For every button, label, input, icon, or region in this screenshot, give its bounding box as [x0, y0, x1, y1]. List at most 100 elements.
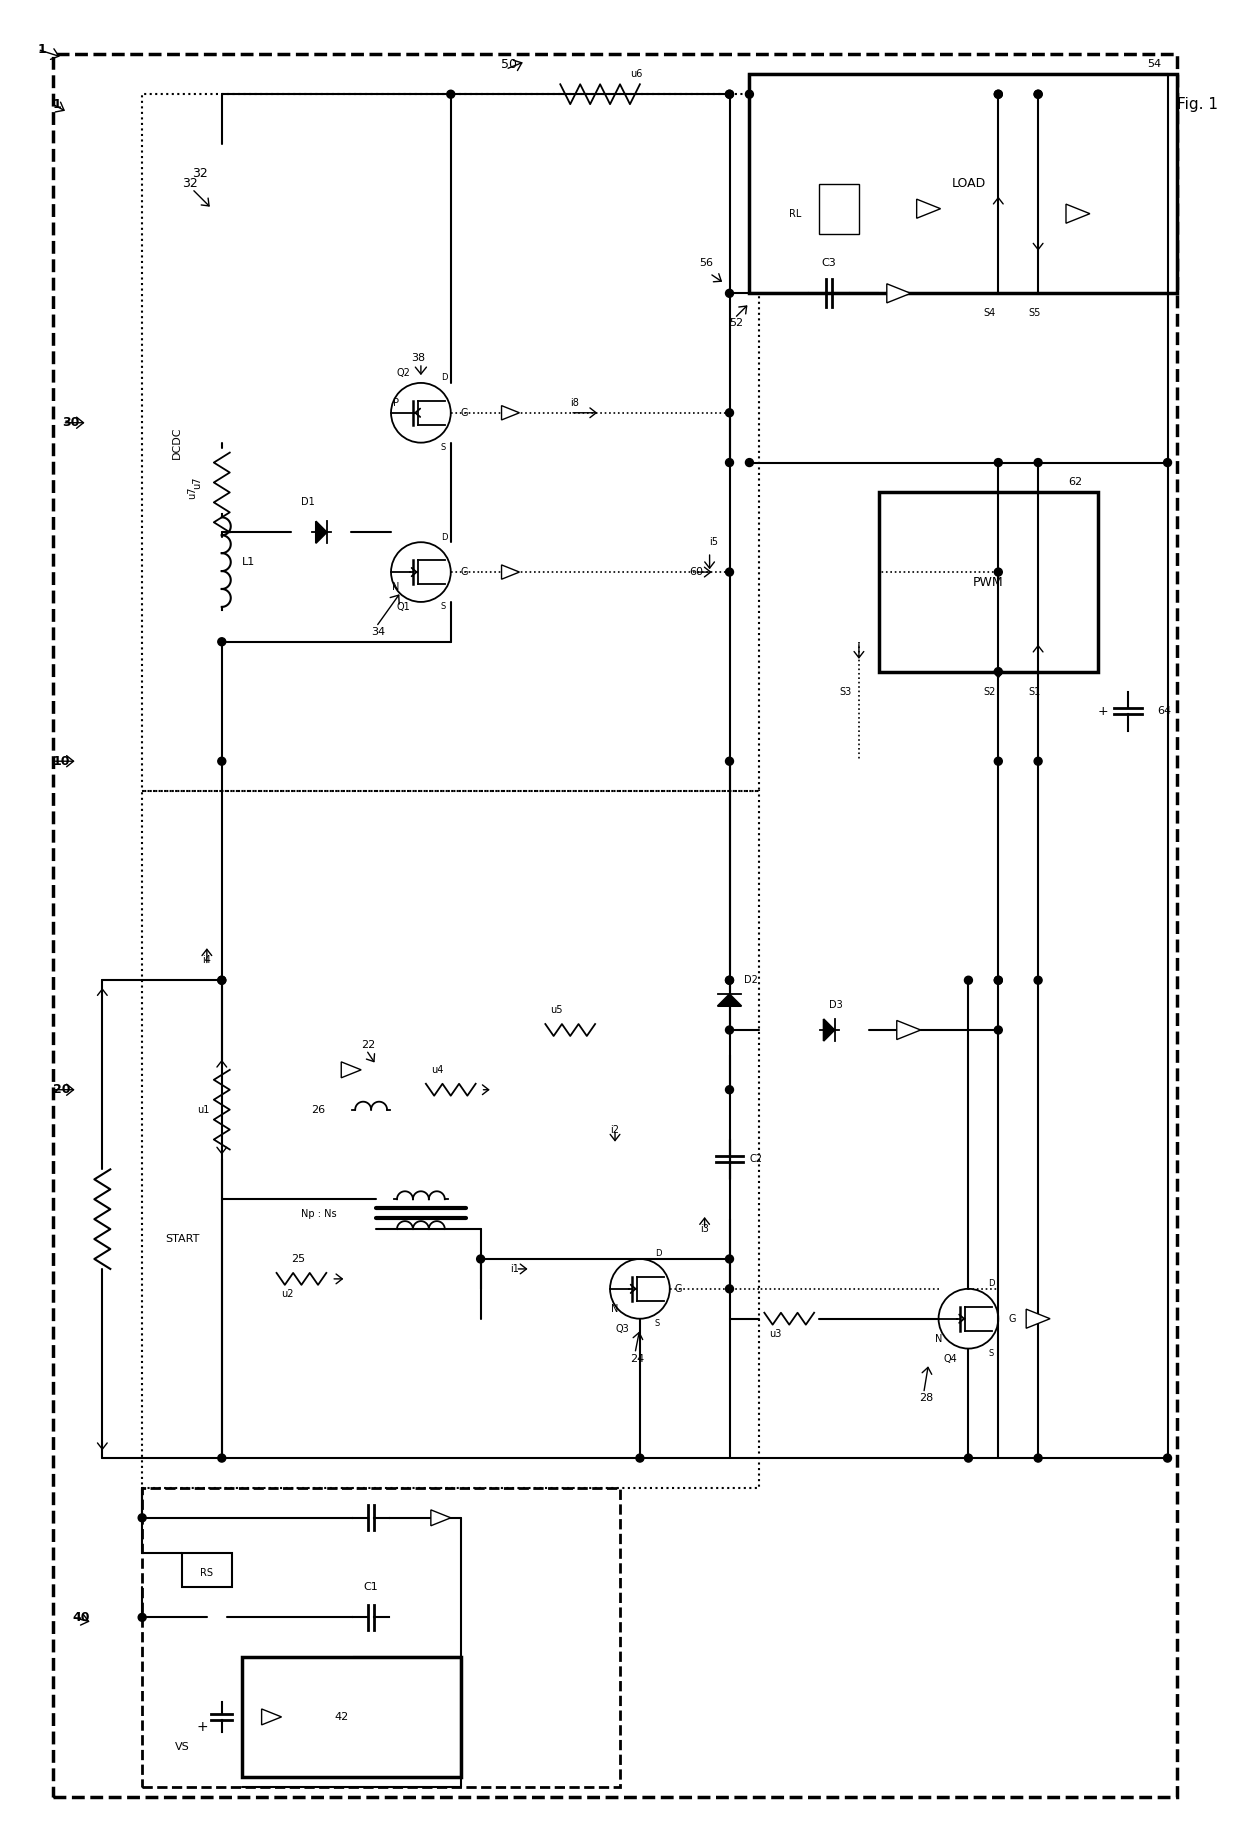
Text: 10: 10 [52, 755, 69, 768]
Text: +: + [1097, 705, 1109, 718]
Circle shape [218, 976, 226, 985]
Polygon shape [897, 1020, 920, 1040]
Circle shape [725, 1025, 734, 1035]
Bar [143, 1488, 620, 1786]
Polygon shape [823, 1020, 835, 1040]
Text: S2: S2 [983, 687, 996, 696]
Circle shape [446, 90, 455, 98]
Text: D1: D1 [301, 497, 315, 508]
Text: 22: 22 [361, 1040, 376, 1049]
Polygon shape [887, 284, 910, 304]
Polygon shape [1066, 204, 1090, 223]
Circle shape [1034, 976, 1042, 985]
Circle shape [1163, 458, 1172, 466]
Circle shape [725, 1285, 734, 1292]
Circle shape [218, 757, 226, 766]
Text: S1: S1 [1028, 687, 1040, 696]
Polygon shape [316, 521, 327, 543]
Text: Np : Ns: Np : Ns [301, 1210, 337, 1219]
Circle shape [725, 757, 734, 766]
Text: C1: C1 [363, 1583, 378, 1592]
Text: u2: u2 [281, 1289, 294, 1298]
Text: START: START [165, 1233, 200, 1245]
Text: u1: u1 [197, 1105, 210, 1114]
Text: N: N [611, 1303, 619, 1314]
Circle shape [725, 1256, 734, 1263]
Circle shape [1034, 458, 1042, 466]
Text: 1: 1 [37, 42, 46, 55]
Text: 62: 62 [1068, 477, 1083, 488]
Text: i5: i5 [709, 538, 719, 547]
Text: Fig. 1: Fig. 1 [1178, 98, 1219, 112]
Circle shape [725, 289, 734, 296]
Circle shape [994, 458, 1002, 466]
Text: 50: 50 [501, 57, 517, 70]
Bar [182, 1552, 232, 1587]
Text: LOAD: LOAD [951, 177, 986, 190]
Bar [820, 184, 859, 234]
Text: RS: RS [201, 1567, 213, 1578]
Circle shape [745, 90, 754, 98]
Text: u4: u4 [430, 1064, 443, 1075]
Circle shape [994, 976, 1002, 985]
Text: S5: S5 [1028, 307, 1040, 318]
Circle shape [994, 976, 1002, 985]
Polygon shape [501, 405, 520, 420]
Text: Q2: Q2 [396, 368, 410, 377]
Text: i8: i8 [570, 398, 579, 409]
Circle shape [138, 1613, 146, 1622]
Circle shape [994, 90, 1002, 98]
Text: 28: 28 [919, 1394, 932, 1403]
Text: Q1: Q1 [396, 602, 409, 611]
Text: 32: 32 [182, 177, 197, 190]
Text: 30: 30 [62, 416, 79, 429]
Circle shape [1163, 1454, 1172, 1462]
Text: 64: 64 [1158, 707, 1172, 716]
Text: G: G [461, 567, 469, 576]
Text: DCDC: DCDC [172, 427, 182, 458]
Text: D3: D3 [830, 1000, 843, 1011]
Text: S4: S4 [983, 307, 996, 318]
Text: Q3: Q3 [615, 1324, 629, 1333]
Text: 40: 40 [72, 1611, 91, 1624]
Text: PWM: PWM [973, 576, 1003, 589]
Circle shape [725, 90, 734, 98]
Text: 20: 20 [52, 1083, 69, 1095]
Text: D: D [440, 374, 448, 383]
Circle shape [994, 668, 1002, 676]
Text: RL: RL [789, 208, 801, 219]
Text: D: D [988, 1279, 994, 1289]
Circle shape [725, 409, 734, 416]
Text: Q4: Q4 [944, 1353, 957, 1364]
Circle shape [994, 1025, 1002, 1035]
Text: 25: 25 [291, 1254, 305, 1265]
Text: 34: 34 [371, 626, 386, 637]
Text: u7: u7 [192, 477, 202, 488]
Text: G: G [675, 1283, 682, 1294]
Text: C3: C3 [822, 258, 837, 269]
Polygon shape [430, 1510, 451, 1526]
Bar [879, 492, 1097, 672]
Polygon shape [1027, 1309, 1050, 1327]
Text: i3: i3 [699, 1224, 708, 1233]
Circle shape [1034, 1454, 1042, 1462]
Text: u5: u5 [551, 1005, 563, 1014]
Text: P: P [393, 398, 399, 409]
Circle shape [994, 90, 1002, 98]
Circle shape [965, 1454, 972, 1462]
Text: 38: 38 [410, 353, 425, 363]
Circle shape [218, 637, 226, 646]
Circle shape [1034, 757, 1042, 766]
Bar [143, 792, 759, 1488]
Circle shape [725, 976, 734, 985]
Text: u3: u3 [769, 1329, 781, 1338]
Text: N: N [935, 1333, 942, 1344]
Circle shape [218, 976, 226, 985]
Circle shape [725, 90, 734, 98]
Text: i4: i4 [202, 955, 211, 965]
Text: u6: u6 [630, 70, 642, 79]
Bar [242, 1657, 461, 1777]
Text: 26: 26 [311, 1105, 326, 1114]
Polygon shape [262, 1708, 281, 1725]
Circle shape [965, 976, 972, 985]
